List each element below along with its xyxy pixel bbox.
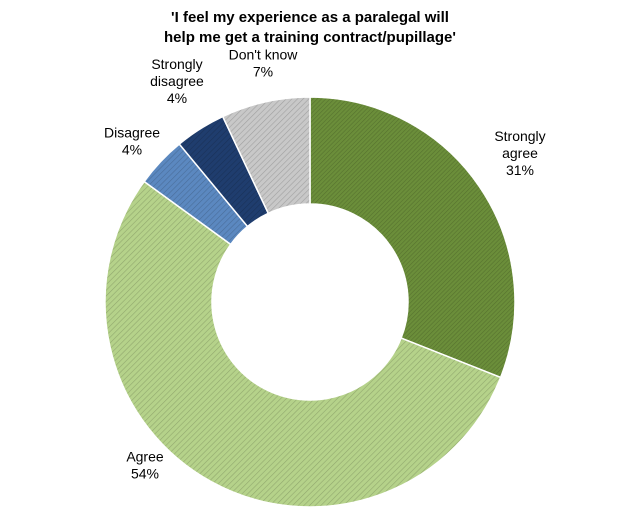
chart-title-line-2: help me get a training contract/pupillag… <box>164 29 456 46</box>
slice-name-label: Agree <box>126 449 164 465</box>
slice-label-don-t-know: Don't know 7% <box>229 47 299 80</box>
slice-strongly-agree <box>309 96 516 379</box>
slice-value-label: 4% <box>167 90 187 106</box>
slice-labels: Strongly agree 31%Agree 54%Disagree 4%Strong… <box>104 47 546 482</box>
slice-label-strongly-disagree: Strongly disagree 4% <box>150 56 204 106</box>
slice-name-label: Don't know <box>229 47 299 63</box>
slice-value-label: 31% <box>506 162 534 178</box>
slice-agree <box>104 180 502 508</box>
donut-slices <box>104 96 516 508</box>
slice-value-label: 54% <box>131 466 159 482</box>
slice-name-label: Disagree <box>104 125 160 141</box>
slice-name-label: agree <box>502 145 538 161</box>
slice-label-disagree: Disagree 4% <box>104 125 160 158</box>
slice-name-label: Strongly <box>151 56 202 72</box>
slice-don-t-know <box>221 96 311 215</box>
chart-title: 'I feel my experience as a paralegal wil… <box>164 9 456 46</box>
slice-label-strongly-agree: Strongly agree 31% <box>494 128 545 178</box>
slice-value-label: 7% <box>253 64 273 80</box>
slice-label-agree: Agree 54% <box>126 449 164 482</box>
slice-name-label: Strongly <box>494 128 545 144</box>
slice-value-label: 4% <box>122 142 142 158</box>
slice-name-label: disagree <box>150 73 204 89</box>
chart-title-line-1: 'I feel my experience as a paralegal wil… <box>171 9 449 26</box>
